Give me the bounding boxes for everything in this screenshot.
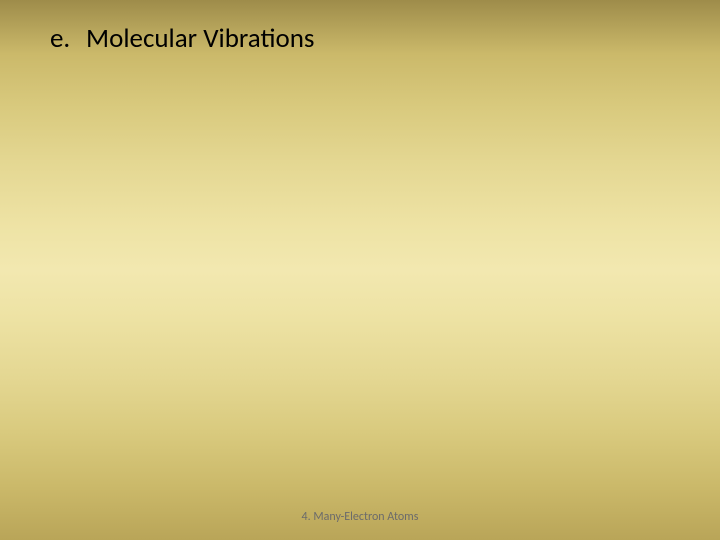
list-marker: e.	[50, 22, 72, 55]
slide-heading: Molecular Vibrations	[86, 22, 314, 55]
heading-row: e. Molecular Vibrations	[50, 22, 314, 55]
slide-footer: 4. Many-Electron Atoms	[0, 510, 720, 524]
slide: e. Molecular Vibrations 4. Many-Electron…	[0, 0, 720, 540]
